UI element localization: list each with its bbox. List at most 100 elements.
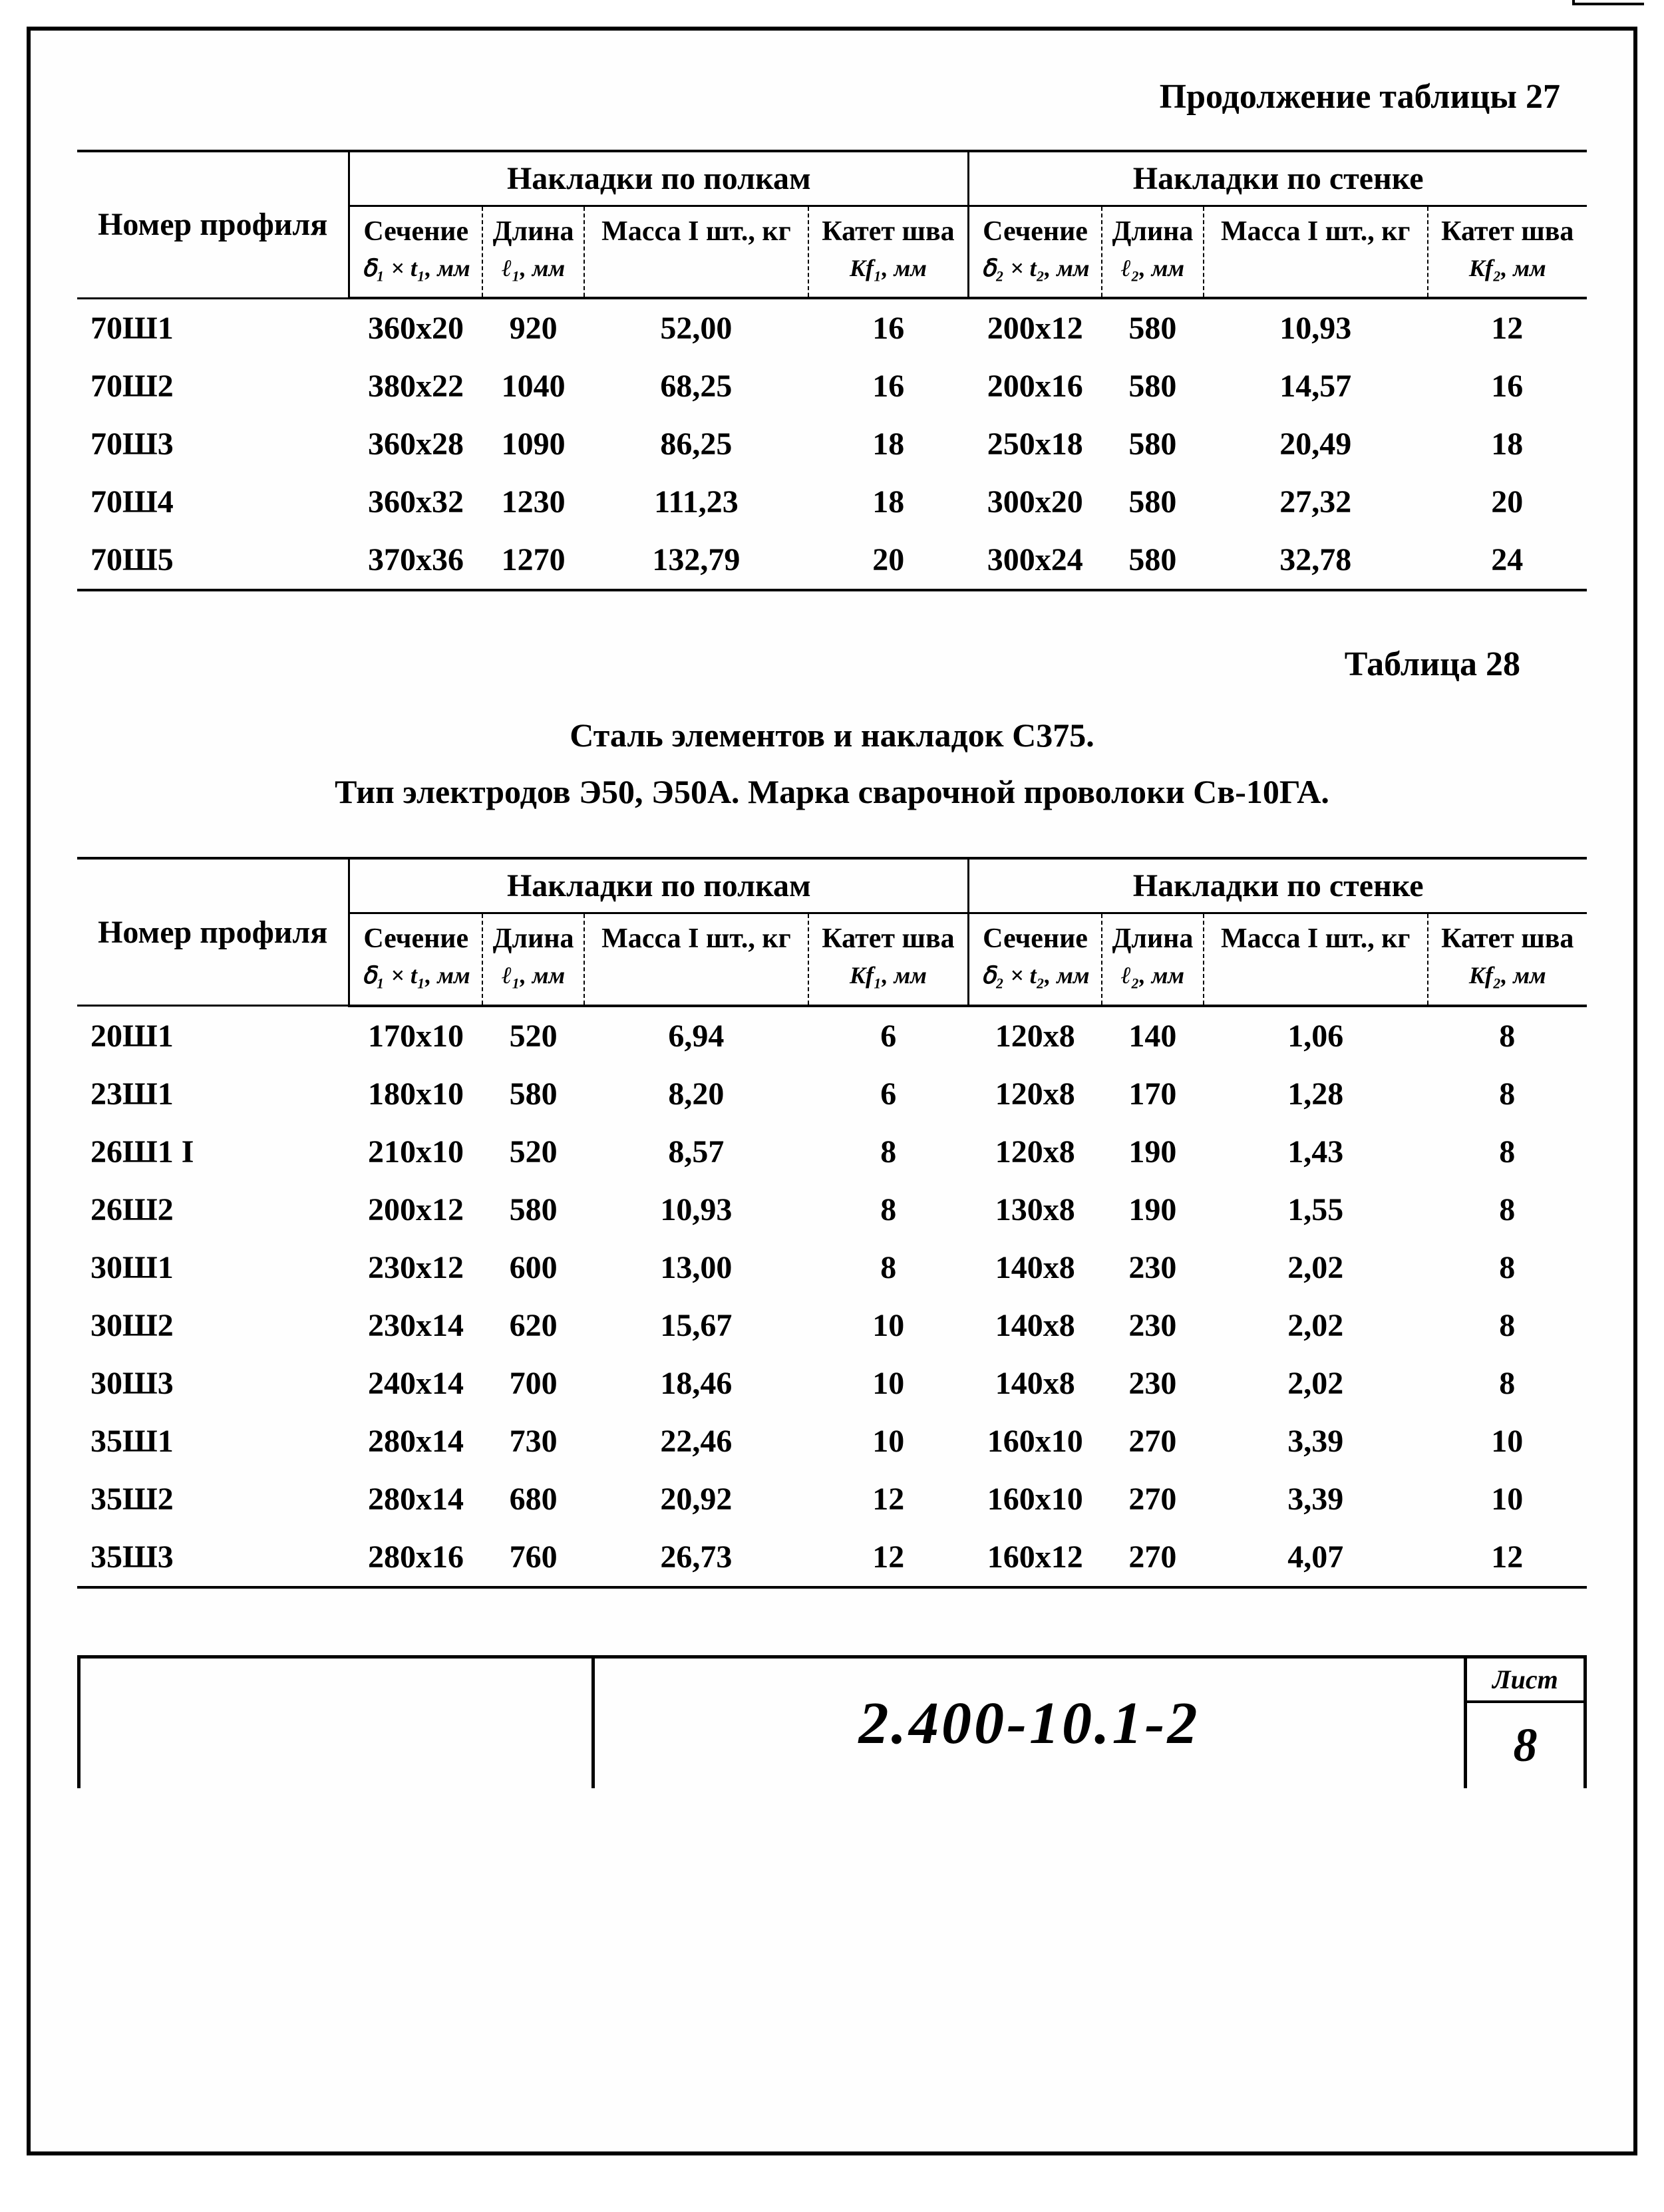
table-cell: 270: [1102, 1470, 1204, 1528]
col-length1-header: Длинаℓ₁, мм: [482, 913, 584, 1006]
table-row: 26Ш1 I210х105208,578120х81901,438: [77, 1123, 1587, 1181]
table-28: Номер профиля Накладки по полкам Накладк…: [77, 857, 1587, 1588]
table-cell: 280х14: [349, 1412, 482, 1470]
table-cell: 70Ш1: [77, 298, 349, 357]
table-cell: 30Ш1: [77, 1239, 349, 1297]
table-cell: 360х32: [349, 473, 482, 531]
table-row: 70Ш3360х28109086,2518250х1858020,4918: [77, 415, 1587, 473]
table-cell: 300х24: [969, 531, 1102, 590]
table-cell: 20Ш1: [77, 1006, 349, 1065]
col-leg2-header: Катет шваKf₂, мм: [1428, 913, 1587, 1006]
table-cell: 680: [482, 1470, 584, 1528]
table-cell: 12: [808, 1470, 969, 1528]
table-cell: 140х8: [969, 1354, 1102, 1412]
table-cell: 18: [808, 415, 969, 473]
table-row: 70Ш1360х2092052,0016200х1258010,9312: [77, 298, 1587, 357]
page-number-top: 78: [1572, 0, 1644, 5]
table-cell: 580: [1102, 473, 1204, 531]
table-cell: 250х18: [969, 415, 1102, 473]
table-cell: 132,79: [584, 531, 808, 590]
table-row: 26Ш2200х1258010,938130х81901,558: [77, 1181, 1587, 1239]
table-cell: 10,93: [584, 1181, 808, 1239]
table-cell: 15,67: [584, 1297, 808, 1354]
table-row: 35Ш2280х1468020,9212160х102703,3910: [77, 1470, 1587, 1528]
col-leg1-header: Катет шваKf₁, мм: [808, 206, 969, 299]
table-cell: 20: [808, 531, 969, 590]
table-cell: 2,02: [1204, 1239, 1428, 1297]
table-cell: 160х10: [969, 1412, 1102, 1470]
table-cell: 700: [482, 1354, 584, 1412]
table-cell: 230: [1102, 1297, 1204, 1354]
table-cell: 12: [1428, 1528, 1587, 1587]
table-cell: 730: [482, 1412, 584, 1470]
table-cell: 24: [1428, 531, 1587, 590]
table-row: 35Ш3280х1676026,7312160х122704,0712: [77, 1528, 1587, 1587]
table-cell: 580: [1102, 415, 1204, 473]
table-cell: 280х14: [349, 1470, 482, 1528]
title-block: 2.400-10.1-2 Лист 8: [77, 1655, 1587, 1788]
col-leg2-header: Катет шваKf₂, мм: [1428, 206, 1587, 299]
table-cell: 360х28: [349, 415, 482, 473]
table-cell: 140х8: [969, 1297, 1102, 1354]
col-length2-header: Длинаℓ₂, мм: [1102, 206, 1204, 299]
table-cell: 20,49: [1204, 415, 1428, 473]
table-cell: 8: [1428, 1123, 1587, 1181]
table-cell: 111,23: [584, 473, 808, 531]
col-mass1-header: Масса I шт., кг: [584, 206, 808, 299]
table-cell: 6,94: [584, 1006, 808, 1065]
table-row: 70Ш5370х361270132,7920300х2458032,7824: [77, 531, 1587, 590]
col-leg1-header: Катет шваKf₁, мм: [808, 913, 969, 1006]
table-cell: 6: [808, 1065, 969, 1123]
table-cell: 580: [1102, 357, 1204, 415]
table-cell: 27,32: [1204, 473, 1428, 531]
table-cell: 35Ш2: [77, 1470, 349, 1528]
table-cell: 370х36: [349, 531, 482, 590]
table-cell: 230х12: [349, 1239, 482, 1297]
electrode-info: Тип электродов Э50, Э50А. Марка сварочно…: [77, 767, 1587, 817]
table-cell: 8: [808, 1123, 969, 1181]
table-cell: 300х20: [969, 473, 1102, 531]
table-cell: 120х8: [969, 1065, 1102, 1123]
table-cell: 18: [1428, 415, 1587, 473]
table-row: 30Ш1230х1260013,008140х82302,028: [77, 1239, 1587, 1297]
table-cell: 520: [482, 1006, 584, 1065]
continuation-title: Продолжение таблицы 27: [77, 77, 1560, 116]
table-cell: 210х10: [349, 1123, 482, 1181]
steel-info: Сталь элементов и накладок С375.: [77, 711, 1587, 760]
table-cell: 8: [808, 1181, 969, 1239]
table-cell: 760: [482, 1528, 584, 1587]
table-cell: 70Ш5: [77, 531, 349, 590]
table-cell: 360х20: [349, 298, 482, 357]
table-cell: 170: [1102, 1065, 1204, 1123]
table-cell: 35Ш3: [77, 1528, 349, 1587]
table-cell: 230: [1102, 1239, 1204, 1297]
col-flange-group-header: Накладки по полкам: [349, 151, 969, 206]
table-cell: 30Ш3: [77, 1354, 349, 1412]
table-cell: 580: [1102, 298, 1204, 357]
table-cell: 1040: [482, 357, 584, 415]
table-cell: 8: [1428, 1239, 1587, 1297]
table-row: 30Ш3240х1470018,4610140х82302,028: [77, 1354, 1587, 1412]
table-cell: 12: [808, 1528, 969, 1587]
table-cell: 35Ш1: [77, 1412, 349, 1470]
table-cell: 240х14: [349, 1354, 482, 1412]
table-cell: 1,55: [1204, 1181, 1428, 1239]
table-cell: 580: [1102, 531, 1204, 590]
table-cell: 10: [808, 1412, 969, 1470]
table-cell: 140х8: [969, 1239, 1102, 1297]
table-cell: 70Ш4: [77, 473, 349, 531]
table-cell: 8: [1428, 1065, 1587, 1123]
col-flange-group-header: Накладки по полкам: [349, 858, 969, 913]
table-cell: 26Ш2: [77, 1181, 349, 1239]
table-cell: 170х10: [349, 1006, 482, 1065]
table-row: 30Ш2230х1462015,6710140х82302,028: [77, 1297, 1587, 1354]
table-cell: 190: [1102, 1123, 1204, 1181]
table-cell: 18: [808, 473, 969, 531]
table-28-title: Таблица 28: [77, 645, 1520, 684]
table-cell: 8: [1428, 1297, 1587, 1354]
sheet-label: Лист: [1467, 1659, 1583, 1703]
table-cell: 230: [1102, 1354, 1204, 1412]
col-section1-header: Сечениеẟ₁ × t₁, мм: [349, 206, 482, 299]
col-web-group-header: Накладки по стенке: [969, 151, 1587, 206]
table-cell: 120х8: [969, 1123, 1102, 1181]
